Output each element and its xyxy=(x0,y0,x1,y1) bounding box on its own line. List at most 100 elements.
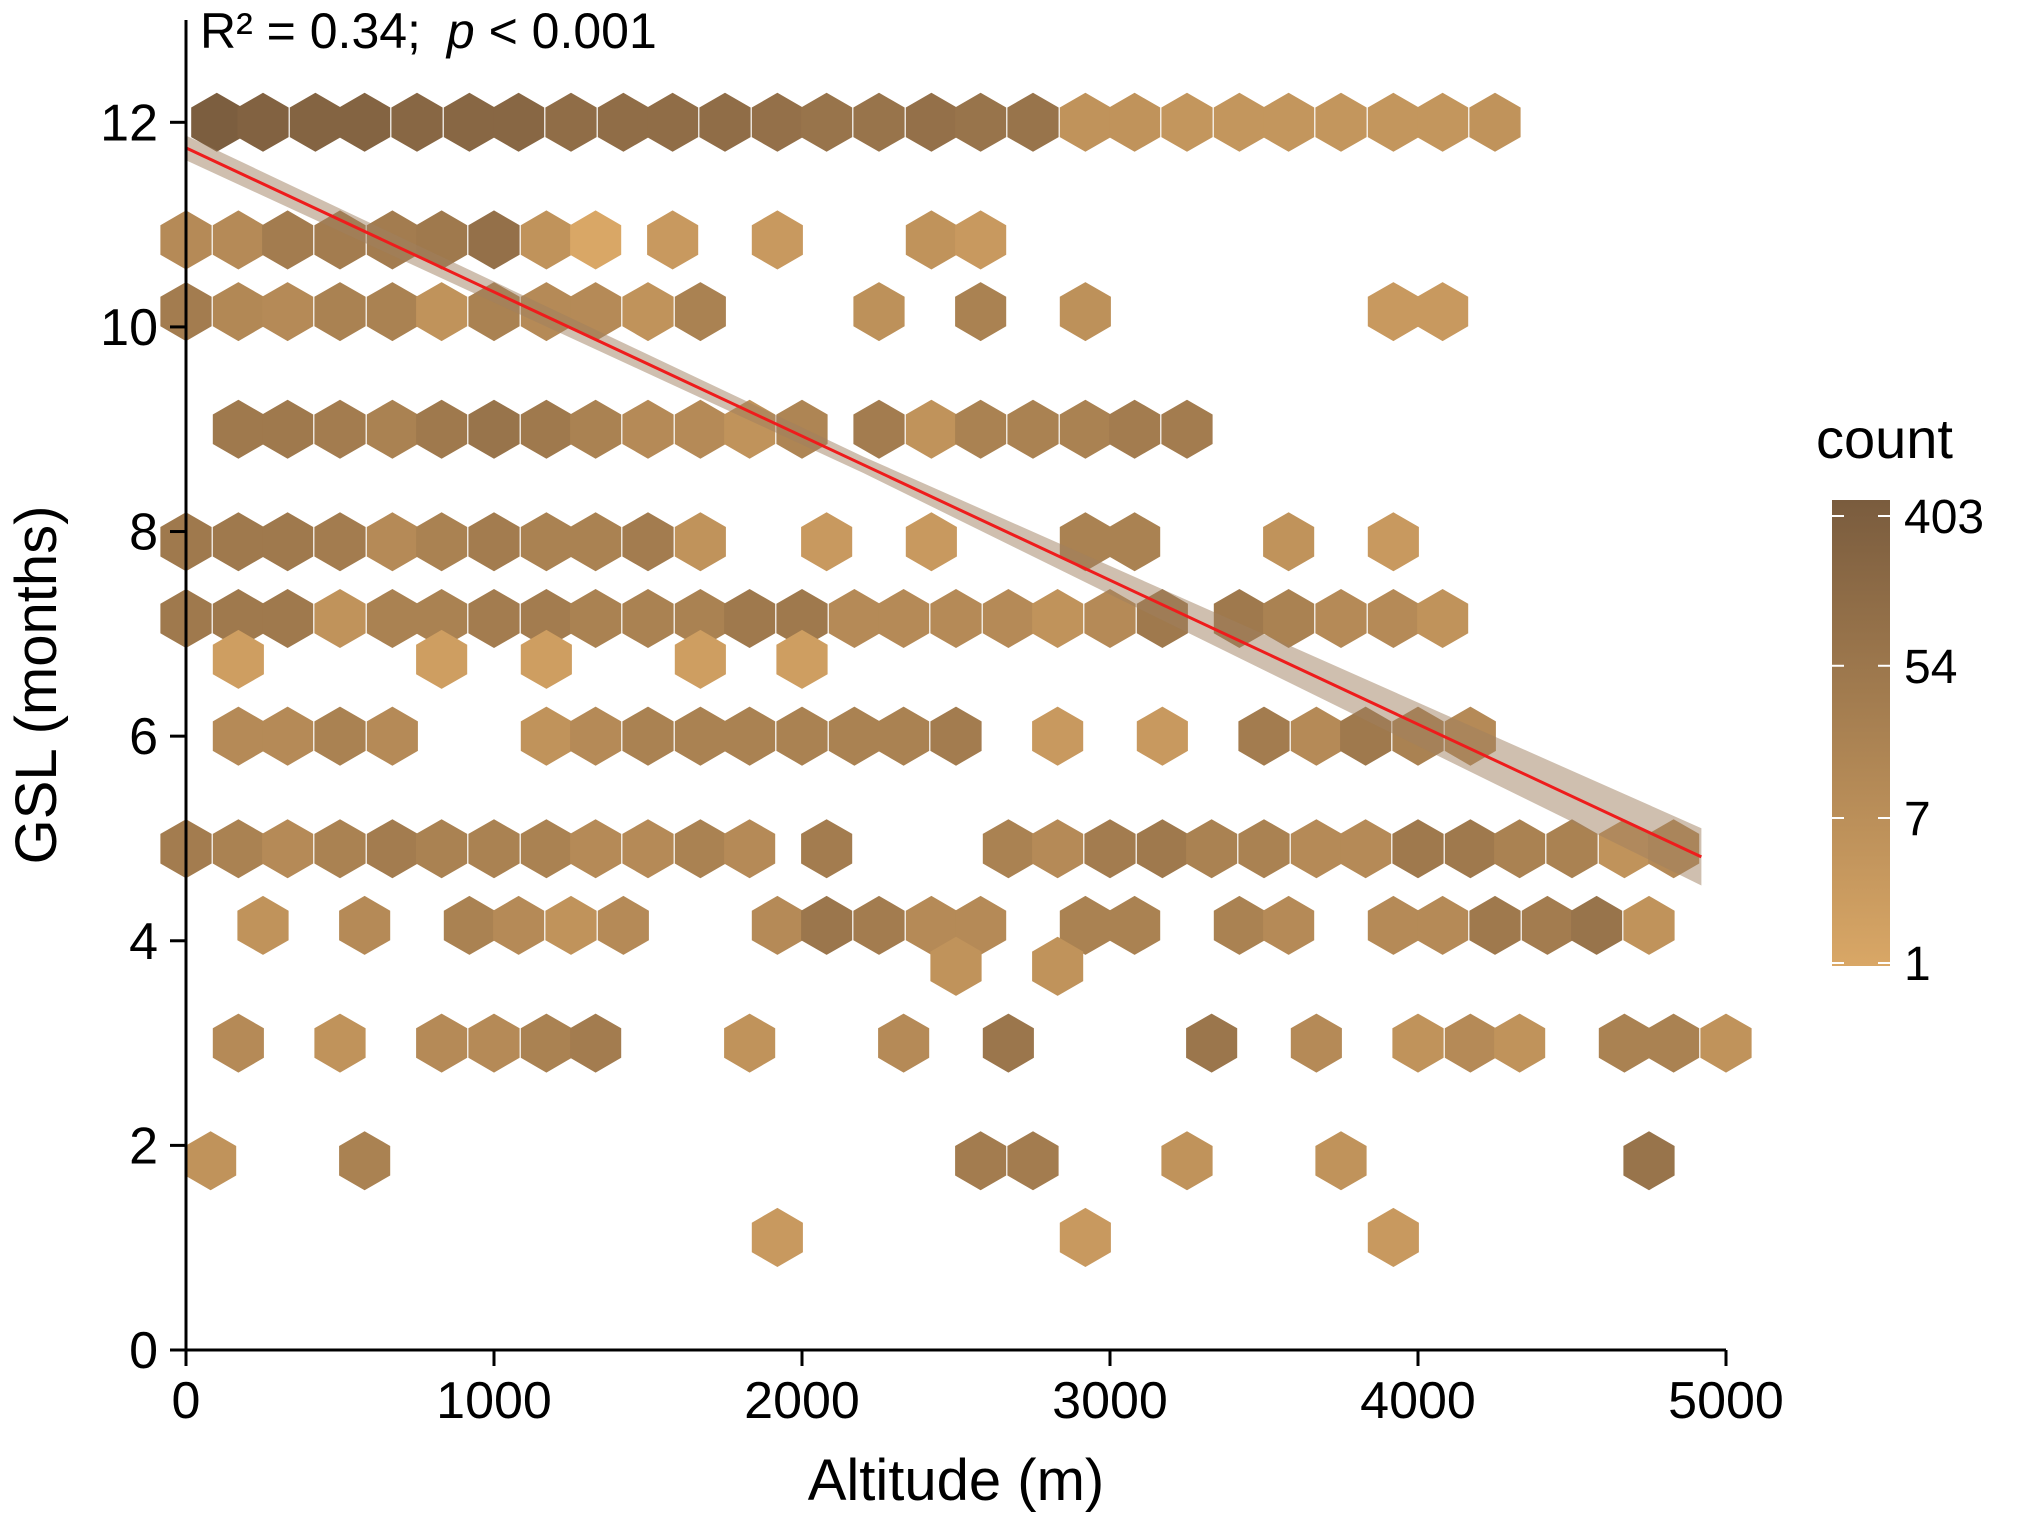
legend: count 403 54 7 1 xyxy=(1816,407,1984,991)
hexbin-cell xyxy=(751,1207,803,1267)
hexbin-cell xyxy=(622,399,674,459)
hexbin-cell xyxy=(1032,819,1084,879)
hexbin-cell xyxy=(1186,819,1238,879)
hexbin-cell xyxy=(366,706,418,766)
hexbin-cell xyxy=(801,819,853,879)
hexbin-cell xyxy=(1571,895,1623,955)
hexbin-cell xyxy=(930,589,982,648)
hexbin-cell xyxy=(982,1013,1034,1073)
hexbin-cell xyxy=(468,512,520,572)
hexbin-cell xyxy=(930,706,982,766)
hexbin-cell xyxy=(493,92,545,152)
hexbin-cell xyxy=(955,1131,1007,1191)
hexbin-cell xyxy=(314,399,366,459)
hexbin-cell xyxy=(930,936,982,996)
hexbin-cell xyxy=(1136,819,1188,879)
hexbin-cell xyxy=(1238,706,1290,766)
hexbin-cell xyxy=(674,399,726,459)
legend-colorbar xyxy=(1832,500,1890,966)
hexbin-cell xyxy=(416,512,468,572)
hexbin-cell xyxy=(416,399,468,459)
hexbin-cell xyxy=(1417,282,1469,342)
hexbin-cell xyxy=(1263,512,1315,572)
hexbin-cell xyxy=(1059,92,1111,152)
hexbin-cell xyxy=(212,282,264,342)
hexbin-cell xyxy=(1109,512,1161,572)
hexbin-cell xyxy=(1392,819,1444,879)
hexbin-cell xyxy=(262,210,314,270)
hexbin-cell xyxy=(314,282,366,342)
legend-tick-label: 54 xyxy=(1904,641,1957,694)
hexbin-cell xyxy=(1315,589,1367,648)
hexbin-cell xyxy=(1315,1131,1367,1191)
hexbin-cell xyxy=(1444,1013,1496,1073)
hexbin-cell xyxy=(776,706,828,766)
hexbin-cell xyxy=(905,399,957,459)
tick-layer: 0 1000 2000 3000 4000 5000 0 2 4 6 8 10 12 xyxy=(100,94,1784,1430)
hexbin-cell xyxy=(1109,895,1161,955)
hexbin-cell xyxy=(468,819,520,879)
hexbin-cell xyxy=(801,895,853,955)
x-tick-label: 5000 xyxy=(1668,1372,1784,1430)
hexbin-cell xyxy=(1161,92,1213,152)
hexbin-cell xyxy=(724,819,776,879)
hexbin-cell xyxy=(1469,92,1521,152)
hexbin-cell xyxy=(674,512,726,572)
hexbin-cell xyxy=(878,706,930,766)
hexbin-cell xyxy=(468,210,520,270)
hexbin-cell xyxy=(289,92,341,152)
hexbin-cell xyxy=(751,210,803,270)
hexbin-cell xyxy=(853,399,905,459)
hexbin-cell xyxy=(520,819,572,879)
hexbin-cell xyxy=(366,819,418,879)
hexbin-cell xyxy=(416,589,468,648)
hexbin-cell xyxy=(237,92,289,152)
hexbin-cell xyxy=(905,210,957,270)
x-tick-label: 0 xyxy=(172,1372,201,1430)
hexbin-cell xyxy=(570,512,622,572)
hexbin-cell xyxy=(1136,706,1188,766)
hexbin-cell xyxy=(1238,819,1290,879)
hexbin-cell xyxy=(1161,399,1213,459)
hexbin-cell xyxy=(1623,895,1675,955)
hexbin-cell xyxy=(1109,92,1161,152)
hexbin-cell xyxy=(262,589,314,648)
hexbin-cell xyxy=(1059,1207,1111,1267)
y-tick-label: 4 xyxy=(129,913,158,971)
hexbin-cell xyxy=(1648,1013,1700,1073)
hexbin-cell xyxy=(339,895,391,955)
hexbin-cell xyxy=(416,282,468,342)
hexbin-cell xyxy=(1417,895,1469,955)
hexbin-cell xyxy=(622,819,674,879)
hexbin-cell xyxy=(878,1013,930,1073)
hexbin-cell xyxy=(262,282,314,342)
y-tick-label: 6 xyxy=(129,708,158,766)
hexbin-cell xyxy=(570,819,622,879)
hexbin-cell xyxy=(853,282,905,342)
y-tick-label: 10 xyxy=(100,299,158,357)
hexbin-cell xyxy=(468,1013,520,1073)
hexbin-cell xyxy=(853,895,905,955)
hexbin-cell xyxy=(212,399,264,459)
hexbin-cell xyxy=(570,589,622,648)
hexbin-cell xyxy=(212,629,264,689)
hexbin-cell xyxy=(905,895,957,955)
hexbin-cell xyxy=(1213,895,1265,955)
y-tick-label: 12 xyxy=(100,94,158,152)
hexbin-cell xyxy=(1032,589,1084,648)
hexbin-cell xyxy=(1340,819,1392,879)
x-tick-label: 3000 xyxy=(1052,1372,1168,1430)
legend-ticks: 403 54 7 1 xyxy=(1832,491,1984,991)
hexbin-cell xyxy=(647,92,699,152)
hexbin-cell xyxy=(597,895,649,955)
y-tick-label: 8 xyxy=(129,504,158,562)
x-tick-label: 1000 xyxy=(436,1372,552,1430)
hexbin-cell xyxy=(314,819,366,879)
hexbin-cell xyxy=(212,1013,264,1073)
x-tick-label: 2000 xyxy=(744,1372,860,1430)
hexbin-cell xyxy=(212,210,264,270)
hexbin-cell xyxy=(443,895,495,955)
hexbin-cell xyxy=(674,706,726,766)
hexbin-cell xyxy=(1007,1131,1059,1191)
